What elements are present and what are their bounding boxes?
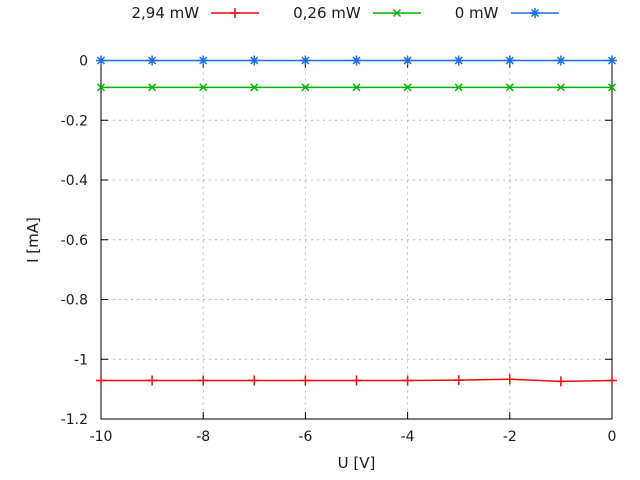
legend-item-2-94mw: 2,94 mW xyxy=(131,4,260,22)
x-tick-label: 0 xyxy=(608,429,617,445)
chart-legend: 2,94 mW 0,26 mW 0 mW xyxy=(0,4,640,22)
x-tick-label: -4 xyxy=(401,429,415,445)
x-tick-label: -8 xyxy=(196,429,210,445)
legend-sample-cross-icon xyxy=(372,8,421,18)
x-tick-label: -10 xyxy=(90,429,113,445)
y-tick-label: -0.8 xyxy=(61,293,88,309)
legend-sample-plus-icon xyxy=(211,8,260,18)
x-tick-label: -2 xyxy=(503,429,517,445)
legend-label-0mw: 0 mW xyxy=(454,4,499,22)
y-tick-label: 0 xyxy=(79,54,88,70)
legend-item-0-26mw: 0,26 mW xyxy=(293,4,421,22)
y-tick-label: -0.2 xyxy=(61,113,88,129)
legend-label-0-26mw: 0,26 mW xyxy=(293,4,361,22)
y-tick-label: -1.2 xyxy=(61,412,88,428)
legend-label-2-94mw: 2,94 mW xyxy=(131,4,200,22)
x-tick-label: -6 xyxy=(298,429,312,445)
y-tick-label: -1 xyxy=(74,352,88,368)
legend-item-0mw: 0 mW xyxy=(455,4,559,22)
y-tick-label: -0.6 xyxy=(61,233,88,249)
legend-sample-asterisk-icon xyxy=(510,8,559,18)
y-axis-label: I [mA] xyxy=(24,217,42,263)
y-tick-label: -0.4 xyxy=(61,173,88,189)
x-axis-label: U [V] xyxy=(337,454,376,472)
